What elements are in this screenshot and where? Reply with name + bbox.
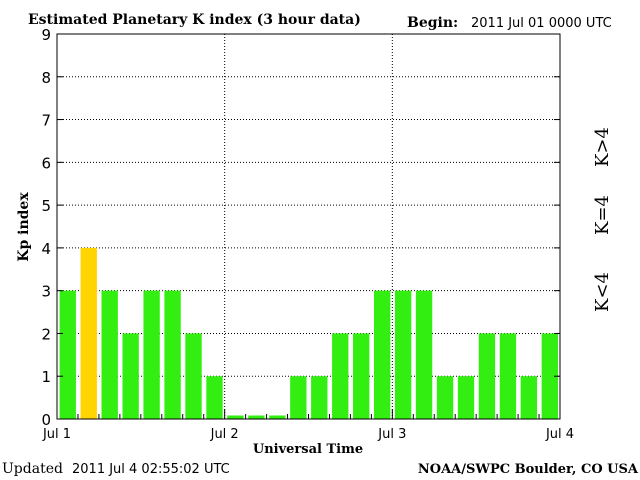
y-tick-label: 6: [41, 154, 51, 172]
begin-label: Begin:: [407, 15, 458, 31]
kp-bar: [353, 333, 370, 419]
kp-bar: [290, 376, 307, 419]
kp-bar: [457, 376, 475, 419]
kp-bar: [185, 333, 202, 419]
kp-bars: [59, 247, 558, 419]
kp-bar: [164, 290, 181, 419]
y-axis-label: Kp index: [16, 192, 32, 262]
kp-bar: [227, 415, 244, 419]
legend-low: K<4: [592, 272, 613, 312]
legend-high: K>4: [592, 127, 613, 167]
y-tick-label: 8: [41, 69, 51, 87]
y-axis-ticks: 0 1 2 3 4 5 6 7 8 9: [41, 26, 560, 429]
kp-bar: [520, 376, 538, 419]
y-tick-label: 3: [41, 283, 51, 301]
kp-bar: [80, 247, 97, 419]
y-tick-label: 0: [41, 411, 51, 429]
kp-bar: [143, 290, 160, 419]
kp-bar: [59, 290, 76, 419]
updated-value: 2011 Jul 4 02:55:02 UTC: [72, 462, 230, 477]
updated-label: Updated: [2, 461, 63, 477]
kp-bar: [478, 333, 496, 419]
kp-bar: [415, 290, 433, 419]
kp-bar: [269, 415, 286, 419]
kp-bar: [206, 376, 223, 419]
legend-mid: K=4: [592, 195, 613, 235]
kp-bar: [373, 290, 391, 419]
grid-lines: [57, 34, 560, 419]
y-tick-label: 1: [41, 368, 51, 386]
kp-bar: [101, 290, 118, 419]
x-axis-label: Universal Time: [253, 442, 363, 457]
kp-bar: [499, 333, 517, 419]
begin-value: 2011 Jul 01 0000 UTC: [471, 16, 612, 31]
kp-bar: [248, 415, 265, 419]
y-tick-label: 9: [41, 26, 51, 44]
kp-bar: [394, 290, 412, 419]
y-tick-label: 2: [41, 325, 51, 343]
source-credit: NOAA/SWPC Boulder, CO USA: [418, 462, 639, 477]
kp-bar: [311, 376, 328, 419]
x-tick-label: Jul 1: [42, 427, 71, 442]
kp-bar: [122, 333, 139, 419]
kp-bar: [436, 376, 454, 419]
y-tick-label: 7: [41, 112, 51, 130]
x-tick-label: Jul 3: [377, 427, 406, 442]
x-tick-label: Jul 4: [545, 427, 574, 442]
kp-bar: [332, 333, 349, 419]
y-tick-label: 5: [41, 197, 51, 215]
y-tick-label: 4: [41, 240, 51, 258]
chart-title: Estimated Planetary K index (3 hour data…: [28, 12, 361, 28]
x-tick-label: Jul 2: [210, 427, 239, 442]
kp-bar: [541, 333, 558, 419]
x-axis-ticks: Jul 1 Jul 2 Jul 3 Jul 4: [42, 409, 574, 442]
